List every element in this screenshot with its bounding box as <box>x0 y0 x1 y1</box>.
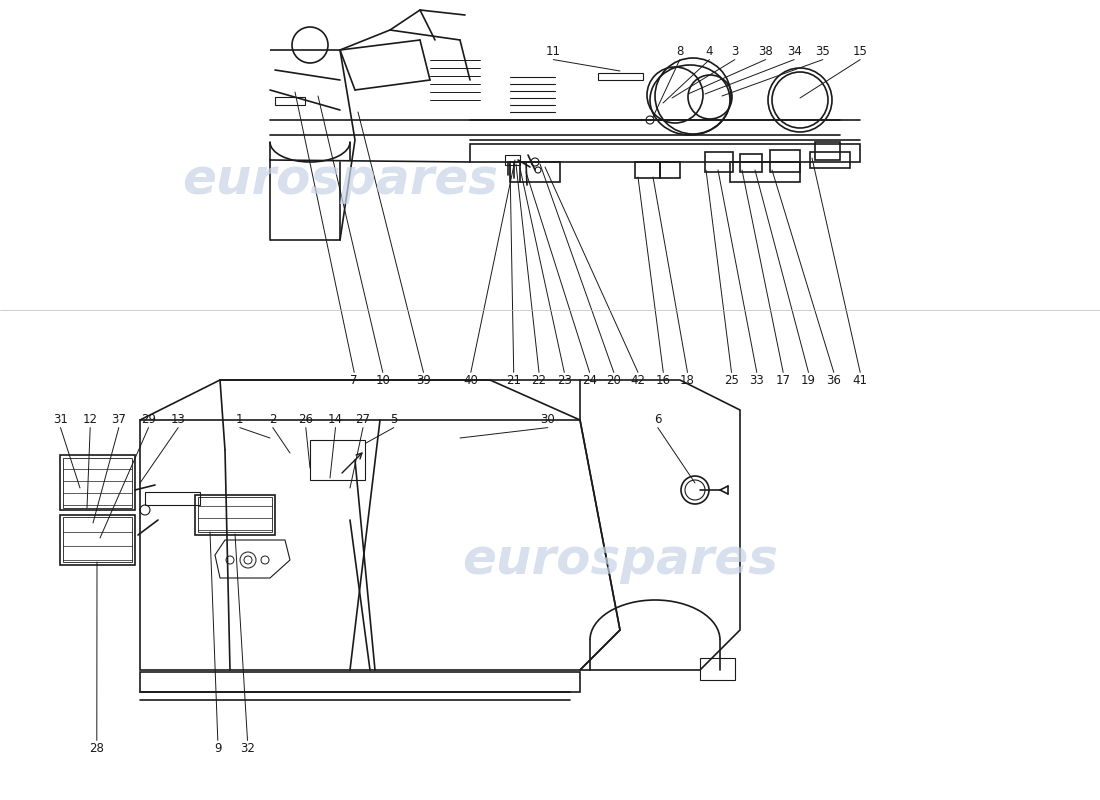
Bar <box>63 458 132 508</box>
Text: 33: 33 <box>749 374 764 387</box>
Text: 26: 26 <box>298 413 314 426</box>
Text: 28: 28 <box>89 742 104 755</box>
Text: 7: 7 <box>351 374 358 387</box>
Text: 16: 16 <box>656 374 671 387</box>
Text: 38: 38 <box>758 45 773 58</box>
Text: 9: 9 <box>214 742 221 755</box>
Text: 22: 22 <box>531 374 547 387</box>
Text: 21: 21 <box>506 374 521 387</box>
Text: 15: 15 <box>852 45 868 58</box>
Text: eurospares: eurospares <box>182 156 498 204</box>
Text: 19: 19 <box>801 374 816 387</box>
Text: 41: 41 <box>852 374 868 387</box>
Text: 18: 18 <box>680 374 695 387</box>
Text: 12: 12 <box>82 413 98 426</box>
Text: 31: 31 <box>53 413 68 426</box>
Text: 27: 27 <box>355 413 371 426</box>
Text: 25: 25 <box>724 374 739 387</box>
Bar <box>275 97 305 105</box>
Text: 40: 40 <box>463 374 478 387</box>
Text: 2: 2 <box>270 413 276 426</box>
Bar <box>195 495 275 535</box>
Text: 11: 11 <box>546 45 561 58</box>
Text: 13: 13 <box>170 413 186 426</box>
Text: 1: 1 <box>236 413 243 426</box>
Text: 17: 17 <box>776 374 791 387</box>
Text: 30: 30 <box>540 413 556 426</box>
Text: 10: 10 <box>375 374 390 387</box>
Text: 34: 34 <box>786 45 802 58</box>
Text: 37: 37 <box>111 413 126 426</box>
Bar <box>198 497 272 532</box>
Bar <box>740 154 762 172</box>
Text: 39: 39 <box>416 374 431 387</box>
Text: eurospares: eurospares <box>462 536 778 584</box>
Text: 8: 8 <box>676 45 683 58</box>
Bar <box>310 440 365 480</box>
Text: 23: 23 <box>557 374 572 387</box>
Bar <box>635 162 660 178</box>
Text: 24: 24 <box>582 374 597 387</box>
Text: 5: 5 <box>390 413 397 426</box>
Text: 35: 35 <box>815 45 830 58</box>
Text: 32: 32 <box>240 742 255 755</box>
Text: 29: 29 <box>141 413 156 426</box>
Text: 4: 4 <box>706 45 713 58</box>
Bar <box>770 150 800 172</box>
Text: 14: 14 <box>328 413 343 426</box>
Bar <box>598 73 644 80</box>
Bar <box>660 162 680 178</box>
Bar <box>815 142 840 160</box>
Text: 6: 6 <box>654 413 661 426</box>
Bar <box>60 515 135 565</box>
Bar <box>63 517 132 562</box>
Text: 3: 3 <box>732 45 738 58</box>
Bar <box>60 455 135 510</box>
Text: 36: 36 <box>826 374 842 387</box>
Bar <box>700 658 735 680</box>
Text: 20: 20 <box>606 374 621 387</box>
Text: 42: 42 <box>630 374 646 387</box>
Bar <box>705 152 733 172</box>
